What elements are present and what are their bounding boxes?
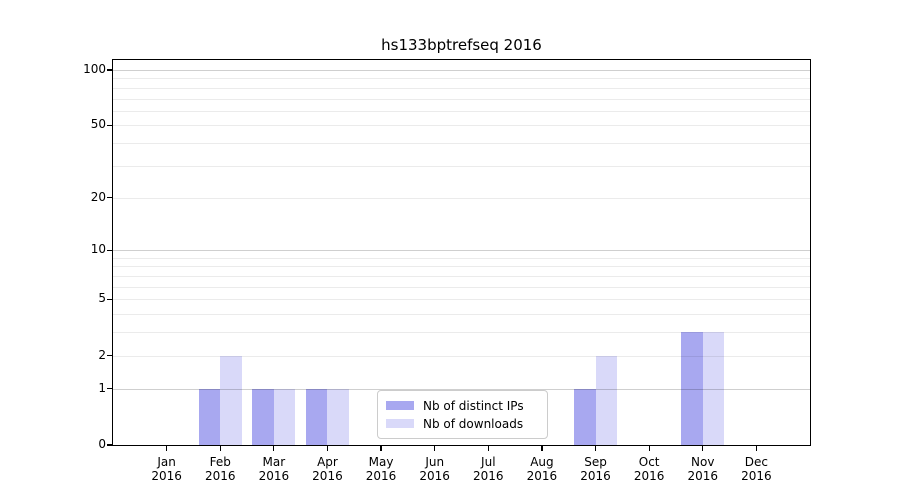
gridline xyxy=(113,276,810,278)
legend-entry: Nb of distinct IPs xyxy=(386,399,547,413)
bar-distinct-ips xyxy=(574,388,596,445)
legend-entry: Nb of downloads xyxy=(386,417,547,431)
x-tick-label: Jul 2016 xyxy=(473,455,504,483)
plot-area xyxy=(112,59,811,446)
x-tick-label: Aug 2016 xyxy=(526,455,558,483)
y-tick-label: 1 xyxy=(98,380,106,395)
bar-downloads xyxy=(273,388,296,445)
x-tick-label: May 2016 xyxy=(365,455,397,483)
gridline xyxy=(113,87,810,89)
x-tick xyxy=(648,446,650,451)
gridline xyxy=(113,355,810,357)
bar-downloads xyxy=(220,355,242,445)
gridline xyxy=(113,78,810,80)
legend-swatch-distinct-ips xyxy=(386,401,414,410)
gridline xyxy=(113,143,810,145)
y-tick-label: 2 xyxy=(98,347,106,362)
gridline xyxy=(113,257,810,259)
x-tick xyxy=(219,446,221,451)
y-tick xyxy=(107,388,112,390)
gridline xyxy=(113,98,810,100)
y-tick-label: 10 xyxy=(90,242,106,257)
x-tick-label: Dec 2016 xyxy=(741,455,772,483)
y-tick-label: 0 xyxy=(98,437,106,451)
x-tick-label: Jun 2016 xyxy=(419,455,450,483)
x-tick-label: Oct 2016 xyxy=(633,455,665,483)
legend-label: Nb of distinct IPs xyxy=(423,398,524,413)
legend-swatch-downloads xyxy=(386,419,414,428)
gridline xyxy=(113,125,810,127)
gridline xyxy=(113,286,810,288)
x-tick-label: Jan 2016 xyxy=(151,455,182,483)
x-tick xyxy=(702,446,704,451)
x-tick xyxy=(541,446,543,451)
y-tick-label: 5 xyxy=(98,291,106,306)
gridline xyxy=(113,110,810,112)
x-tick xyxy=(755,446,757,451)
y-tick xyxy=(107,444,112,446)
chart-title: hs133bptrefseq 2016 xyxy=(381,36,542,54)
gridline xyxy=(113,250,810,252)
x-tick xyxy=(594,446,597,451)
x-tick xyxy=(487,446,489,451)
x-tick xyxy=(326,446,329,451)
y-tick xyxy=(107,197,112,199)
x-tick-label: Sep 2016 xyxy=(580,455,611,483)
x-tick-label: Apr 2016 xyxy=(312,455,343,483)
bar-distinct-ips xyxy=(681,332,703,445)
bar-distinct-ips xyxy=(198,388,221,445)
legend: Nb of distinct IPs Nb of downloads xyxy=(377,390,548,439)
gridline xyxy=(113,314,810,316)
y-tick-label: 100 xyxy=(83,61,106,76)
bar-downloads xyxy=(327,388,349,445)
y-tick xyxy=(107,124,112,127)
y-tick xyxy=(107,298,112,300)
y-tick xyxy=(107,355,112,357)
bar-downloads xyxy=(702,332,725,445)
bar-distinct-ips xyxy=(252,388,274,445)
x-tick xyxy=(166,446,168,451)
x-tick xyxy=(380,446,382,451)
y-tick-label: 50 xyxy=(90,117,106,132)
x-tick xyxy=(273,446,275,451)
gridline xyxy=(113,69,810,71)
x-tick-label: Feb 2016 xyxy=(204,455,236,483)
gridline xyxy=(113,388,810,390)
y-tick xyxy=(107,249,112,251)
x-tick-label: Mar 2016 xyxy=(258,455,290,483)
legend-label: Nb of downloads xyxy=(423,416,524,431)
x-tick xyxy=(434,446,436,451)
bar-distinct-ips xyxy=(306,388,328,445)
y-tick xyxy=(107,69,112,71)
bar-downloads xyxy=(595,355,617,445)
gridline xyxy=(113,332,810,334)
gridline xyxy=(113,165,810,167)
x-tick-label: Nov 2016 xyxy=(687,455,719,483)
gridline xyxy=(113,197,810,199)
gridline xyxy=(113,266,810,268)
y-tick-label: 20 xyxy=(90,189,106,204)
gridline xyxy=(113,299,810,301)
